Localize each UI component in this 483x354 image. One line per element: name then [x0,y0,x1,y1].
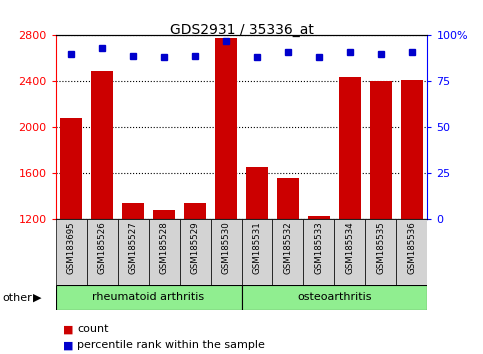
Bar [122,203,144,354]
Text: GSM183695: GSM183695 [67,222,75,274]
Text: GSM185526: GSM185526 [98,222,107,274]
Bar [339,77,361,354]
Bar [86,219,117,285]
Bar [56,219,86,285]
Bar [401,80,423,354]
Text: GSM185527: GSM185527 [128,222,138,274]
Bar [370,81,392,354]
Text: ■: ■ [63,340,73,350]
Bar [397,219,427,285]
Text: percentile rank within the sample: percentile rank within the sample [77,340,265,350]
Bar [277,178,299,354]
Text: GSM185533: GSM185533 [314,222,324,274]
Text: GSM185534: GSM185534 [345,222,355,274]
Text: count: count [77,324,109,334]
Bar [215,38,237,354]
Text: other: other [2,293,32,303]
Bar [60,118,82,354]
Bar [153,210,175,354]
Bar [272,219,303,285]
Text: GSM185535: GSM185535 [376,222,385,274]
Bar [334,219,366,285]
Text: GSM185528: GSM185528 [159,222,169,274]
Bar [211,219,242,285]
Bar [56,285,242,310]
Text: GSM185532: GSM185532 [284,222,293,274]
Bar [308,216,330,354]
Text: GSM185531: GSM185531 [253,222,261,274]
Bar [149,219,180,285]
Text: GSM185529: GSM185529 [190,222,199,274]
Text: GDS2931 / 35336_at: GDS2931 / 35336_at [170,23,313,37]
Text: osteoarthritis: osteoarthritis [297,292,372,302]
Bar [91,71,113,354]
Bar [366,219,397,285]
Bar [242,285,427,310]
Text: ■: ■ [63,324,73,334]
Bar [180,219,211,285]
Bar [303,219,334,285]
Bar [246,166,268,354]
Bar [117,219,149,285]
Text: rheumatoid arthritis: rheumatoid arthritis [92,292,205,302]
Text: GSM185530: GSM185530 [222,222,230,274]
Text: ▶: ▶ [33,293,42,303]
Text: GSM185536: GSM185536 [408,222,416,274]
Bar [242,219,272,285]
Bar [184,203,206,354]
